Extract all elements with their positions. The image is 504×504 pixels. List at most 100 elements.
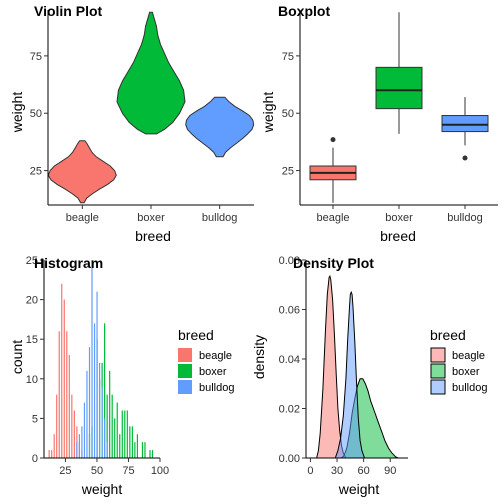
histogram-bar-bulldog	[91, 260, 93, 458]
histogram-bar-boxer	[144, 442, 146, 458]
violin-xlabel: breed	[135, 228, 171, 244]
histogram-title: Histogram	[34, 255, 103, 271]
boxplot-ylabel: weight	[260, 92, 276, 134]
histogram-ytick-label: 25	[26, 255, 38, 267]
histogram-ytick-label: 0	[32, 453, 38, 465]
histogram-bar-boxer	[151, 450, 154, 458]
histogram-bar-bulldog	[88, 347, 91, 458]
histogram-bar-bulldog	[78, 434, 81, 458]
histogram-bar-beagle	[63, 299, 65, 458]
histogram-bar-boxer	[126, 410, 128, 458]
boxplot-ytick-label: 50	[282, 108, 294, 120]
boxplot-xtick-label: boxer	[385, 212, 413, 224]
boxplot-marks	[309, 12, 489, 203]
density-legend-key-bulldog	[430, 379, 446, 395]
histogram-bar-beagle	[51, 450, 53, 458]
violin-ytick-label: 75	[30, 51, 42, 63]
boxplot-axes: 25 50 75 beagle boxer bulldog	[282, 10, 498, 224]
histogram-ylabel: count	[9, 340, 25, 374]
histogram-ytick-label: 10	[26, 374, 38, 386]
violin-panel: Violin Plot 25 50 75 beagle boxer bulldog bre…	[9, 3, 255, 244]
histogram-xlabel: weight	[81, 481, 123, 497]
histogram-ytick-label: 5	[32, 413, 38, 425]
histogram-bar-beagle	[56, 394, 58, 458]
histogram-legend: breed beagle boxer bulldog	[178, 327, 234, 394]
histogram-bar-beagle	[68, 355, 70, 458]
histogram-bar-boxer	[106, 394, 108, 458]
histogram-xtick-label: 75	[122, 465, 134, 477]
density-marks	[315, 274, 399, 459]
density-ytick-label: 0.00	[279, 453, 300, 465]
histogram-bar-bulldog	[104, 418, 106, 458]
violin-marks	[47, 11, 255, 204]
histogram-bar-bulldog	[81, 426, 83, 458]
histogram-bar-boxer	[104, 323, 106, 458]
density-ytick-label: 0.02	[279, 404, 300, 416]
histogram-bar-bulldog	[76, 442, 78, 458]
density-panel: 0.00 0.02 0.04 0.06 0.08 0 30 60 90 Density Plot…	[251, 255, 487, 497]
boxplot-title: Boxplot	[278, 3, 330, 19]
density-legend-key-boxer	[430, 363, 446, 379]
density-xtick-label: 90	[384, 465, 396, 477]
violin-ylabel: weight	[9, 92, 25, 134]
density-ylabel: density	[251, 335, 267, 379]
density-xtick-label: 60	[358, 465, 370, 477]
histogram-ytick-label: 15	[26, 334, 38, 346]
histogram-legend-key-beagle	[178, 348, 192, 362]
density-ytick-label: 0.08	[279, 255, 300, 267]
violin-bulldog	[185, 96, 255, 158]
histogram-bar-boxer	[119, 434, 121, 458]
histogram-bar-boxer	[109, 370, 111, 458]
density-ytick-label: 0.04	[279, 354, 300, 366]
histogram-bar-boxer	[134, 442, 136, 458]
histogram-bar-beagle	[48, 450, 50, 458]
histogram-bar-bulldog	[106, 442, 108, 458]
histogram-bar-bulldog	[86, 370, 88, 458]
violin-title: Violin Plot	[34, 3, 103, 19]
histogram-bar-boxer	[111, 394, 113, 458]
histogram-xtick-label: 50	[91, 465, 103, 477]
histogram-bar-bulldog	[93, 323, 96, 458]
boxplot-boxer-box	[375, 66, 423, 110]
histogram-bar-beagle	[66, 331, 68, 458]
histogram-bar-bulldog	[83, 402, 86, 458]
histogram-bar-boxer	[116, 402, 118, 458]
histogram-legend-label-beagle: beagle	[199, 350, 232, 362]
density-legend-key-beagle	[430, 347, 446, 363]
boxplot-xtick-label: beagle	[316, 212, 349, 224]
histogram-bar-boxer	[121, 410, 123, 458]
histogram-xtick-label: 25	[59, 465, 71, 477]
histogram-bar-boxer	[124, 410, 126, 458]
violin-ytick-label: 50	[30, 108, 42, 120]
violin-ytick-label: 25	[30, 166, 42, 178]
histogram-bar-boxer	[131, 426, 133, 458]
histogram-bar-boxer	[136, 434, 139, 458]
violin-xtick-label: boxer	[137, 212, 165, 224]
histogram-bar-boxer	[141, 442, 144, 458]
histogram-bar-beagle	[53, 434, 55, 458]
histogram-bar-beagle	[58, 331, 60, 458]
density-legend: breed beagle boxer bulldog	[430, 327, 487, 395]
histogram-axes: 0 5 10 15 20 25 25 50 75 100	[26, 255, 169, 477]
violin-boxer	[116, 11, 186, 135]
density-xtick-label: 0	[307, 465, 313, 477]
histogram-legend-title: breed	[178, 327, 214, 343]
histogram-legend-label-boxer: boxer	[199, 366, 227, 378]
density-axes: 0.00 0.02 0.04 0.06 0.08 0 30 60 90	[279, 255, 408, 477]
boxplot-ytick-label: 75	[282, 51, 294, 63]
boxplot-xlabel: breed	[380, 228, 416, 244]
boxplot-beagle-outlier	[330, 137, 336, 143]
density-xtick-label: 30	[331, 465, 343, 477]
histogram-bar-boxer	[149, 450, 151, 458]
histogram-bar-boxer	[129, 426, 131, 458]
histogram-bar-bulldog	[96, 291, 98, 458]
histogram-bar-beagle	[61, 283, 63, 458]
density-legend-label-beagle: beagle	[452, 350, 485, 362]
violin-xtick-label: beagle	[66, 212, 99, 224]
density-legend-title: breed	[430, 327, 466, 343]
histogram-xtick-label: 100	[151, 465, 169, 477]
histogram-ytick-label: 20	[26, 295, 38, 307]
violin-beagle	[47, 140, 117, 204]
histogram-bar-beagle	[71, 394, 73, 458]
density-legend-label-boxer: boxer	[452, 366, 480, 378]
